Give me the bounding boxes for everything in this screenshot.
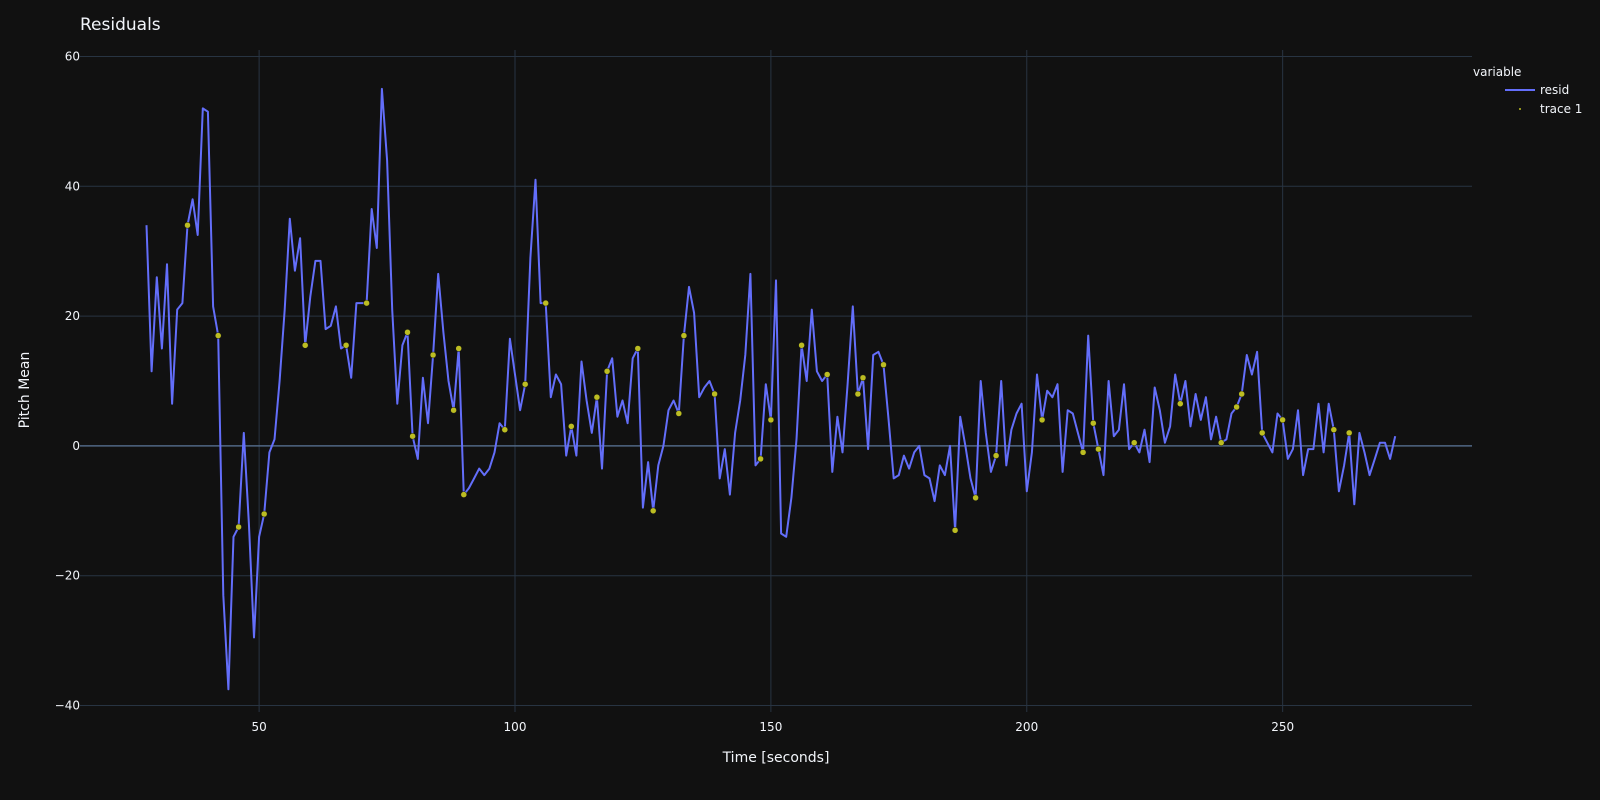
data-point-trace-1[interactable]	[450, 406, 457, 414]
y-tick-label: 20	[65, 309, 80, 323]
legend-item-resid[interactable]: resid	[1505, 83, 1569, 97]
legend-title: variable	[1473, 65, 1521, 79]
y-tick-label: 40	[65, 179, 80, 193]
data-point-trace-1[interactable]	[301, 342, 309, 349]
data-point-trace-1[interactable]	[823, 371, 831, 378]
legend-item-trace-1[interactable]: trace 1	[1519, 102, 1582, 116]
plot-area[interactable]	[145, 87, 1397, 691]
data-point-trace-1[interactable]	[1090, 419, 1097, 427]
data-point-trace-1[interactable]	[1038, 416, 1046, 424]
y-tick-label: −40	[55, 699, 80, 713]
tick-labels: 50 100 150 200 250 −40 −20 0 20 40 60	[55, 49, 1294, 734]
data-point-trace-1[interactable]	[1233, 403, 1240, 411]
data-point-trace-1[interactable]	[1079, 449, 1087, 456]
legend-label-resid: resid	[1540, 83, 1569, 97]
data-point-trace-1[interactable]	[363, 299, 370, 307]
y-tick-label: 0	[72, 439, 80, 453]
data-point-trace-1[interactable]	[184, 221, 191, 229]
data-point-trace-1[interactable]	[1258, 429, 1266, 437]
data-point-trace-1[interactable]	[767, 416, 775, 424]
data-point-trace-1[interactable]	[798, 342, 805, 349]
data-point-trace-1[interactable]	[1238, 390, 1245, 398]
data-point-trace-1[interactable]	[680, 332, 688, 339]
data-point-trace-1[interactable]	[342, 342, 350, 349]
data-point-trace-1[interactable]	[260, 510, 268, 518]
legend[interactable]: variable resid trace 1	[1473, 65, 1582, 116]
data-point-trace-1[interactable]	[649, 507, 657, 515]
x-tick-label: 100	[504, 720, 527, 734]
x-tick-label: 200	[1015, 720, 1038, 734]
data-point-trace-1[interactable]	[603, 368, 611, 375]
data-point-trace-1[interactable]	[460, 491, 468, 498]
data-point-trace-1[interactable]	[501, 426, 509, 433]
y-tick-label: 60	[65, 49, 80, 63]
data-point-trace-1[interactable]	[757, 455, 764, 463]
data-point-trace-1[interactable]	[675, 410, 683, 417]
data-point-trace-1[interactable]	[951, 527, 959, 534]
data-point-trace-1[interactable]	[634, 345, 642, 352]
data-point-trace-1[interactable]	[593, 393, 601, 401]
data-point-trace-1[interactable]	[1130, 439, 1138, 446]
data-point-trace-1[interactable]	[404, 329, 411, 336]
data-point-trace-1[interactable]	[521, 380, 529, 388]
y-tick-label: −20	[55, 569, 80, 583]
data-point-trace-1[interactable]	[1177, 400, 1184, 407]
x-axis-title: Time [seconds]	[722, 750, 830, 766]
legend-swatch-trace-1	[1519, 108, 1521, 110]
data-point-trace-1[interactable]	[859, 374, 867, 382]
data-point-trace-1[interactable]	[972, 494, 979, 502]
data-point-trace-1[interactable]	[409, 432, 416, 440]
data-point-trace-1[interactable]	[214, 332, 222, 339]
data-point-trace-1[interactable]	[711, 390, 718, 398]
data-point-trace-1[interactable]	[854, 390, 862, 398]
data-point-trace-1[interactable]	[455, 345, 462, 352]
data-point-trace-1[interactable]	[1217, 439, 1225, 446]
data-point-trace-1[interactable]	[880, 361, 887, 369]
x-tick-label: 250	[1271, 720, 1294, 734]
data-point-trace-1[interactable]	[429, 351, 437, 359]
y-axis-title: Pitch Mean	[17, 352, 33, 429]
x-tick-label: 50	[251, 720, 266, 734]
x-tick-label: 150	[759, 720, 782, 734]
chart-title: Residuals	[80, 15, 161, 35]
data-point-trace-1[interactable]	[1330, 426, 1338, 433]
data-point-trace-1[interactable]	[568, 423, 575, 430]
data-point-trace-1[interactable]	[992, 452, 1000, 459]
data-point-trace-1[interactable]	[1095, 445, 1102, 453]
data-point-trace-1[interactable]	[235, 523, 242, 531]
data-point-trace-1[interactable]	[1345, 429, 1353, 437]
data-point-trace-1[interactable]	[542, 299, 549, 307]
legend-label-trace-1: trace 1	[1540, 102, 1582, 116]
data-point-trace-1[interactable]	[1279, 416, 1286, 424]
